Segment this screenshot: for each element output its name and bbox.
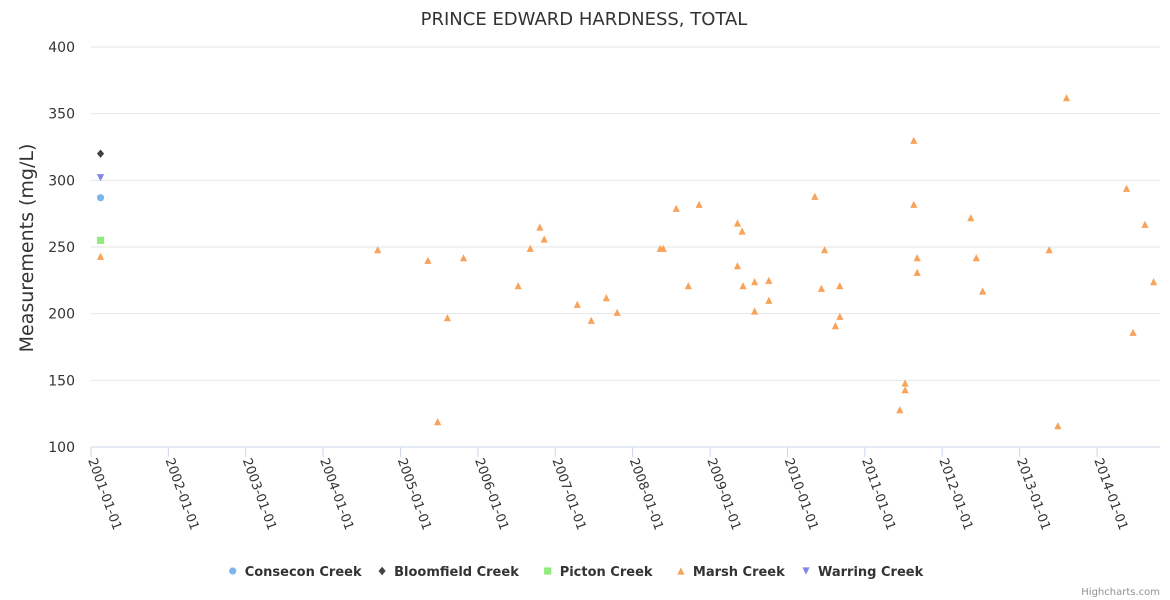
data-point-picton-creek bbox=[96, 236, 105, 244]
data-point-marsh-creek bbox=[573, 300, 581, 308]
data-point-marsh-creek bbox=[738, 227, 746, 235]
data-point-marsh-creek bbox=[910, 136, 918, 144]
data-point-marsh-creek bbox=[1150, 278, 1158, 286]
data-point-marsh-creek bbox=[972, 254, 980, 262]
series-consecon-creek bbox=[96, 194, 105, 202]
series-picton-creek bbox=[96, 236, 105, 244]
data-point-marsh-creek bbox=[443, 314, 452, 322]
legend-item-consecon-creek[interactable]: Consecon Creek bbox=[229, 565, 362, 580]
grid-lines bbox=[91, 46, 1160, 381]
credits-link[interactable]: Highcharts.com bbox=[1081, 587, 1160, 598]
data-point-marsh-creek bbox=[684, 282, 692, 290]
data-point-marsh-creek bbox=[836, 282, 844, 290]
legend-marker-picton-creek bbox=[544, 567, 552, 575]
data-point-marsh-creek bbox=[910, 200, 918, 208]
data-point-bloomfield-creek bbox=[96, 149, 105, 158]
data-point-marsh-creek bbox=[374, 246, 382, 254]
data-point-marsh-creek bbox=[1122, 184, 1131, 192]
data-point-consecon-creek bbox=[96, 194, 105, 202]
legend-label: Picton Creek bbox=[560, 565, 653, 580]
legend-item-warring-creek[interactable]: Warring Creek bbox=[802, 565, 924, 580]
legend-label: Marsh Creek bbox=[693, 565, 785, 580]
data-point-marsh-creek bbox=[695, 200, 703, 208]
y-axis-ticks: 100 150 200 250 300 350 400 bbox=[48, 40, 75, 456]
data-point-marsh-creek bbox=[434, 418, 442, 426]
data-point-marsh-creek bbox=[896, 406, 904, 414]
y-tick-label: 100 bbox=[48, 440, 75, 456]
data-point-marsh-creek bbox=[901, 386, 909, 394]
y-tick-label: 350 bbox=[48, 107, 75, 123]
data-point-marsh-creek bbox=[540, 235, 548, 243]
data-point-marsh-creek bbox=[733, 262, 742, 270]
y-tick-label: 150 bbox=[48, 373, 75, 389]
data-point-marsh-creek bbox=[979, 287, 987, 295]
y-tick-label: 250 bbox=[48, 240, 75, 256]
data-point-marsh-creek bbox=[811, 192, 819, 200]
data-points bbox=[96, 94, 1158, 430]
data-point-marsh-creek bbox=[613, 308, 621, 316]
data-point-marsh-creek bbox=[526, 244, 534, 252]
legend-marker-consecon-creek bbox=[229, 567, 237, 575]
legend-marker-marsh-creek bbox=[677, 567, 685, 575]
data-point-marsh-creek bbox=[913, 268, 921, 276]
data-point-marsh-creek bbox=[672, 204, 680, 212]
data-point-marsh-creek bbox=[751, 307, 759, 315]
data-point-marsh-creek bbox=[831, 322, 839, 330]
data-point-marsh-creek bbox=[1054, 422, 1062, 430]
data-point-marsh-creek bbox=[739, 282, 747, 290]
data-point-marsh-creek bbox=[817, 284, 825, 292]
data-point-marsh-creek bbox=[836, 312, 844, 320]
data-point-marsh-creek bbox=[514, 282, 522, 290]
legend-marker-warring-creek bbox=[802, 567, 810, 575]
legend-label: Consecon Creek bbox=[245, 565, 362, 580]
series-marsh-creek bbox=[96, 94, 1158, 430]
legend-item-bloomfield-creek[interactable]: Bloomfield Creek bbox=[378, 565, 520, 580]
chart-title: PRINCE EDWARD HARDNESS, TOTAL bbox=[421, 9, 748, 30]
data-point-marsh-creek bbox=[1129, 328, 1137, 336]
data-point-marsh-creek bbox=[602, 294, 610, 302]
legend-marker-bloomfield-creek bbox=[378, 566, 386, 576]
y-tick-label: 300 bbox=[48, 173, 75, 189]
data-point-marsh-creek bbox=[587, 316, 595, 324]
data-point-marsh-creek bbox=[967, 214, 975, 222]
data-point-marsh-creek bbox=[901, 379, 909, 387]
legend: Consecon Creek Bloomfield Creek Picton Cre… bbox=[229, 565, 924, 580]
legend-label: Bloomfield Creek bbox=[394, 565, 519, 580]
y-tick-label: 400 bbox=[48, 40, 75, 56]
legend-item-marsh-creek[interactable]: Marsh Creek bbox=[677, 565, 785, 580]
legend-label: Warring Creek bbox=[818, 565, 924, 580]
data-point-marsh-creek bbox=[733, 219, 742, 227]
data-point-warring-creek bbox=[96, 174, 105, 182]
series-warring-creek bbox=[96, 174, 105, 182]
data-point-marsh-creek bbox=[765, 296, 773, 304]
data-point-marsh-creek bbox=[913, 254, 921, 262]
y-axis-label: Measurements (mg/L) bbox=[16, 144, 38, 353]
data-point-marsh-creek bbox=[424, 256, 432, 264]
data-point-marsh-creek bbox=[536, 223, 544, 231]
data-point-marsh-creek bbox=[820, 246, 829, 254]
data-point-marsh-creek bbox=[765, 276, 773, 284]
data-point-marsh-creek bbox=[1062, 94, 1071, 102]
data-point-marsh-creek bbox=[459, 254, 468, 262]
y-tick-label: 200 bbox=[48, 307, 75, 323]
data-point-marsh-creek bbox=[1045, 246, 1053, 254]
series-bloomfield-creek bbox=[96, 149, 105, 158]
data-point-marsh-creek bbox=[96, 252, 105, 260]
data-point-marsh-creek bbox=[751, 278, 759, 286]
legend-item-picton-creek[interactable]: Picton Creek bbox=[544, 565, 653, 580]
data-point-marsh-creek bbox=[1141, 220, 1149, 228]
data-point-marsh-creek bbox=[659, 244, 667, 252]
